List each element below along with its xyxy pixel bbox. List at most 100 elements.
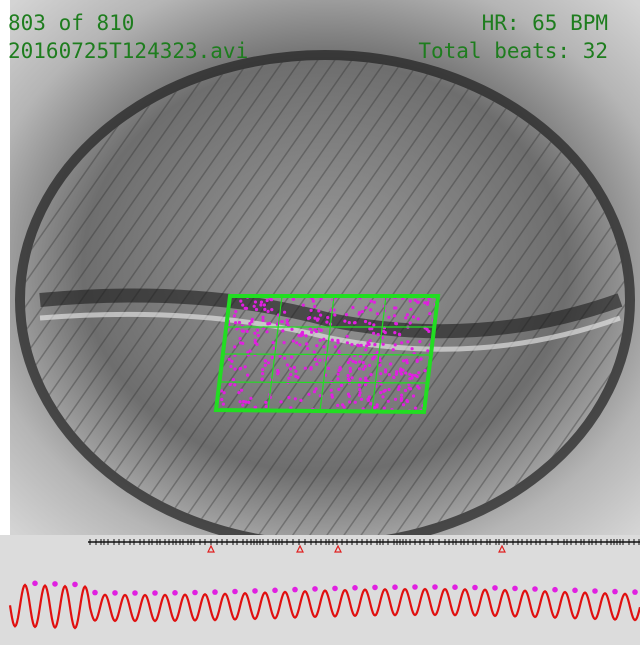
- tracked-point: [406, 400, 409, 403]
- peak-marker: [132, 590, 138, 596]
- tracked-point: [419, 357, 422, 360]
- tracked-point: [360, 398, 363, 401]
- tracked-point: [347, 374, 350, 377]
- tracked-point: [239, 367, 242, 370]
- tracked-point: [402, 359, 405, 362]
- tracked-point: [325, 321, 328, 324]
- tracked-point: [369, 402, 372, 405]
- peak-marker: [312, 586, 318, 592]
- peak-marker: [452, 584, 458, 590]
- tracked-point: [241, 342, 244, 345]
- tracked-point: [414, 374, 417, 377]
- tracked-point: [287, 377, 290, 380]
- tracked-point: [333, 313, 336, 316]
- tracked-point: [241, 304, 244, 307]
- tracked-point: [358, 383, 361, 386]
- tracked-point: [418, 340, 421, 343]
- tracked-point: [238, 321, 241, 324]
- tracked-point: [233, 314, 236, 317]
- tracked-point: [362, 361, 365, 364]
- tracked-point: [292, 298, 295, 301]
- tracked-point: [358, 360, 361, 363]
- tracked-point: [233, 368, 236, 371]
- peak-marker: [592, 588, 598, 594]
- tracked-point: [356, 344, 359, 347]
- tracked-point: [270, 308, 273, 311]
- tracked-point: [242, 400, 245, 403]
- tracked-point: [358, 394, 361, 397]
- tracked-point: [348, 358, 351, 361]
- tracked-point: [398, 333, 401, 336]
- tracked-point: [369, 339, 372, 342]
- tracked-point: [346, 335, 349, 338]
- tracked-point: [249, 397, 252, 400]
- tracked-point: [232, 378, 235, 381]
- tracked-point: [408, 386, 411, 389]
- tracked-point: [384, 389, 387, 392]
- peak-marker: [632, 589, 638, 595]
- peak-marker: [212, 589, 218, 595]
- tracked-point: [368, 396, 371, 399]
- tracked-point: [244, 365, 247, 368]
- tracked-point: [336, 404, 339, 407]
- tracked-point: [364, 383, 367, 386]
- tracked-point: [348, 321, 351, 324]
- tracked-point: [414, 407, 417, 410]
- tracked-point: [343, 405, 346, 408]
- tracked-point: [247, 401, 250, 404]
- tracked-point: [362, 368, 365, 371]
- tracked-point: [294, 397, 297, 400]
- peak-marker: [412, 584, 418, 590]
- tracked-point: [310, 331, 313, 334]
- tracked-point: [239, 400, 242, 403]
- tracked-point: [347, 361, 350, 364]
- tracked-point: [256, 329, 259, 332]
- tracked-point: [416, 360, 419, 363]
- tracked-point: [320, 329, 323, 332]
- tracked-point: [286, 319, 289, 322]
- tracked-point: [280, 400, 283, 403]
- tracked-point: [337, 373, 340, 376]
- peak-marker: [252, 588, 258, 594]
- tracked-point: [348, 400, 351, 403]
- tracked-point: [426, 303, 429, 306]
- tracked-point: [281, 320, 284, 323]
- tracked-point: [279, 355, 282, 358]
- tracked-point: [222, 403, 225, 406]
- tracked-point: [287, 396, 290, 399]
- tracked-point: [283, 357, 286, 360]
- peak-marker: [332, 586, 338, 592]
- total-beats: Total beats: 32: [418, 39, 608, 63]
- tracked-point: [315, 344, 318, 347]
- tracked-point: [361, 310, 364, 313]
- peak-marker: [512, 586, 518, 592]
- tracked-point: [234, 310, 237, 313]
- tracked-point: [377, 333, 380, 336]
- tracked-point: [393, 331, 396, 334]
- tracked-point: [364, 306, 367, 309]
- tracked-point: [400, 372, 403, 375]
- peak-marker: [352, 585, 358, 591]
- tracked-point: [370, 373, 373, 376]
- tracked-point: [254, 300, 257, 303]
- tracked-point: [364, 320, 367, 323]
- tracked-point: [370, 300, 373, 303]
- tracked-point: [351, 376, 354, 379]
- tracked-point: [336, 377, 339, 380]
- tracked-point: [330, 393, 333, 396]
- tracked-point: [373, 301, 376, 304]
- tracked-point: [349, 370, 352, 373]
- tracked-point: [267, 310, 270, 313]
- tracked-point: [408, 373, 411, 376]
- peak-marker: [272, 588, 278, 594]
- tracked-point: [368, 343, 371, 346]
- tracked-point: [315, 330, 318, 333]
- tracked-point: [404, 389, 407, 392]
- peak-marker: [192, 590, 198, 596]
- tracked-point: [352, 360, 355, 363]
- tracked-point: [294, 370, 297, 373]
- heart-rate: HR: 65 BPM: [482, 11, 608, 35]
- tracked-point: [373, 343, 376, 346]
- peak-marker: [552, 587, 558, 593]
- tracked-point: [416, 385, 419, 388]
